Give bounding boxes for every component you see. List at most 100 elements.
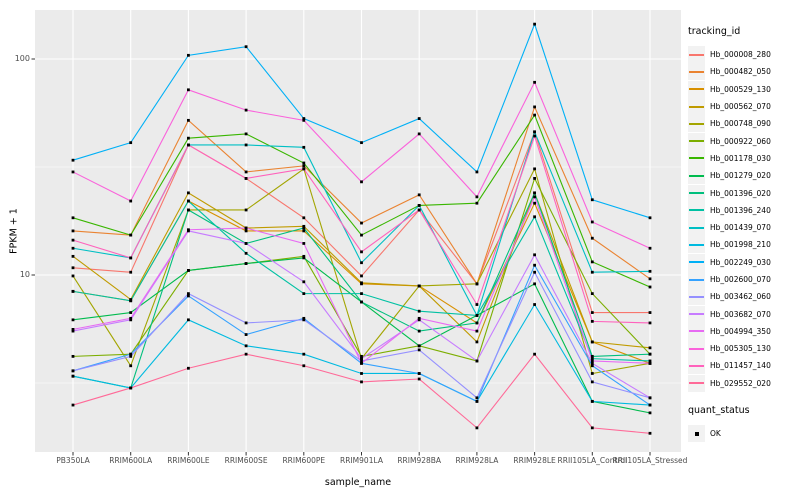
data-point-marker: [302, 229, 306, 233]
data-point-marker: [648, 346, 652, 350]
data-point-marker: [648, 311, 652, 314]
data-point-marker: [360, 281, 363, 285]
legend-item-Hb_001439_070: Hb_001439_070: [688, 219, 798, 237]
data-point-marker: [590, 292, 594, 296]
data-point-marker: [71, 354, 75, 358]
data-point-marker: [533, 191, 536, 195]
series-color-swatch-icon: [688, 184, 705, 202]
legend-item-Hb_001279_020: Hb_001279_020: [688, 167, 798, 185]
data-point-marker: [590, 319, 594, 323]
data-point-marker: [417, 204, 421, 207]
series-color-swatch-icon: [688, 201, 705, 219]
series-color-swatch-icon: [688, 236, 705, 254]
data-point-marker: [244, 251, 248, 255]
legend-label: Hb_002600_070: [710, 275, 771, 284]
data-point-marker: [648, 411, 652, 415]
data-point-marker: [71, 329, 75, 333]
data-point-marker: [302, 280, 306, 284]
data-point-marker: [417, 344, 421, 348]
swatch-line: [689, 88, 704, 91]
data-point-marker: [71, 266, 75, 270]
x-tick-label: RRIM600SE: [224, 456, 268, 465]
data-point-marker: [475, 396, 479, 400]
data-point-marker: [360, 292, 363, 296]
x-tick-label: RRII105LA_Stressed: [612, 456, 688, 465]
data-point-marker: [475, 399, 479, 403]
swatch-line: [689, 226, 704, 229]
data-point-marker: [187, 318, 190, 322]
legend-item-Hb_011457_140: Hb_011457_140: [688, 357, 798, 375]
data-point-marker: [360, 233, 363, 237]
swatch-line: [689, 209, 704, 212]
data-point-marker: [302, 118, 306, 122]
legend-label: Hb_029552_020: [710, 378, 771, 388]
legend-item-Hb_000748_090: Hb_000748_090: [688, 115, 798, 133]
series-color-swatch-icon: [688, 167, 705, 185]
data-point-marker: [129, 354, 133, 358]
data-point-marker: [244, 132, 248, 136]
data-point-marker: [648, 216, 652, 220]
data-point-marker: [187, 88, 190, 92]
data-point-marker: [417, 309, 421, 313]
data-point-marker: [533, 167, 536, 171]
data-point-marker: [244, 242, 248, 245]
series-color-swatch-icon: [688, 219, 705, 237]
data-point-marker: [417, 329, 421, 333]
data-point-marker: [475, 282, 479, 286]
legend-label: Hb_001279_020: [710, 171, 771, 181]
data-point-marker: [533, 263, 536, 267]
legend-item-Hb_001998_210: Hb_001998_210: [688, 236, 798, 254]
data-point-marker: [244, 177, 248, 180]
series-color-swatch-icon: [688, 305, 705, 323]
data-point-marker: [533, 177, 536, 180]
legend-label-ok: OK: [710, 429, 721, 439]
data-point-marker: [360, 357, 363, 361]
legend-item-Hb_005305_130: Hb_005305_130: [688, 340, 798, 358]
series-color-swatch-icon: [688, 46, 705, 64]
data-point-marker: [417, 348, 421, 352]
data-point-marker: [590, 220, 594, 224]
data-point-marker: [129, 311, 133, 314]
data-point-marker: [244, 229, 248, 233]
data-point-marker: [244, 208, 248, 212]
data-point-marker: [244, 262, 248, 265]
swatch-line: [689, 313, 704, 316]
data-point-marker: [302, 254, 306, 258]
data-point-marker: [533, 22, 536, 26]
data-point-marker: [590, 236, 594, 240]
data-point-marker: [302, 216, 306, 220]
data-point-marker: [187, 191, 190, 195]
legend-item-Hb_000008_280: Hb_000008_280: [688, 46, 798, 64]
data-point-marker: [302, 318, 306, 322]
data-point-marker: [244, 45, 248, 49]
data-point-marker: [302, 242, 306, 245]
data-point-marker: [129, 141, 133, 145]
data-point-marker: [71, 246, 75, 250]
data-point-marker: [648, 403, 652, 407]
data-point-marker: [129, 364, 133, 368]
swatch-line: [689, 261, 704, 264]
data-point-marker: [129, 233, 133, 237]
data-point-marker: [360, 274, 363, 278]
data-point-marker: [129, 270, 133, 274]
data-point-marker: [302, 224, 306, 228]
data-point-marker: [302, 226, 306, 230]
legend-label: Hb_000748_090: [710, 119, 771, 129]
series-color-swatch-icon: [688, 132, 705, 150]
data-point-marker: [187, 53, 190, 57]
data-point-marker: [648, 285, 652, 289]
data-point-marker: [129, 386, 133, 390]
data-point-marker: [417, 284, 421, 288]
series-color-swatch-icon: [688, 63, 705, 81]
data-point-marker: [71, 170, 75, 174]
data-point-marker: [360, 354, 363, 358]
x-tick-label: RRIM901LA: [340, 456, 383, 465]
data-point-marker: [475, 340, 479, 344]
swatch-line: [689, 70, 704, 73]
x-axis-title: sample_name: [324, 477, 392, 488]
plot-panel-svg: [31, 10, 681, 456]
legend-title-quant: quant_status: [688, 404, 750, 416]
data-point-marker: [533, 201, 536, 205]
swatch-line: [689, 122, 704, 125]
legend-label: Hb_001396_240: [710, 205, 771, 215]
